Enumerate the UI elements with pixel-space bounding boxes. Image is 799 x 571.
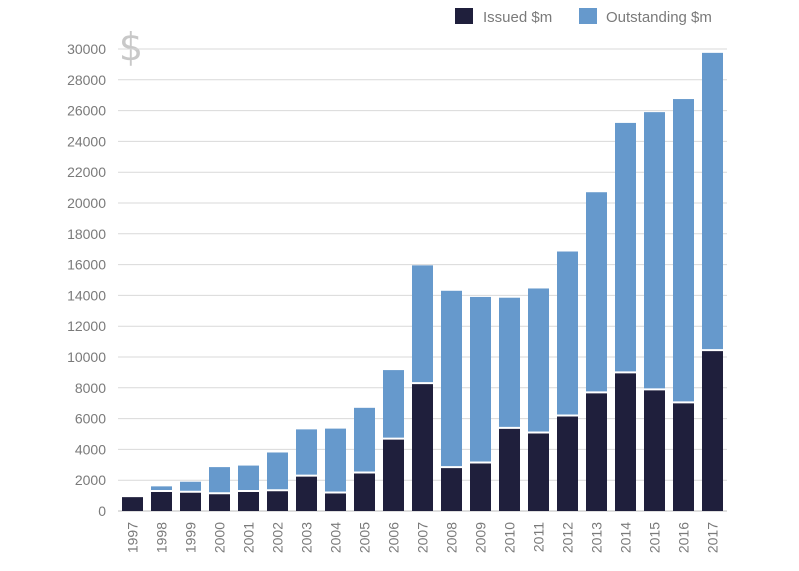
legend-swatch-outstanding [579, 8, 597, 24]
x-tick-label: 2015 [647, 522, 663, 553]
y-tick-label: 30000 [67, 41, 106, 57]
x-tick-label: 2004 [328, 522, 344, 553]
bar-outstanding [557, 251, 578, 416]
bar-issued [499, 427, 520, 511]
x-tick-label: 2001 [241, 522, 257, 553]
x-tick-label: 2017 [705, 522, 721, 553]
bar-issued [586, 392, 607, 511]
bar-outstanding [528, 288, 549, 433]
y-tick-label: 20000 [67, 195, 106, 211]
bar-outstanding [499, 297, 520, 428]
x-tick-label: 2003 [299, 522, 315, 553]
bar-issued [238, 490, 259, 511]
x-tick-label: 2008 [444, 522, 460, 553]
y-tick-label: 14000 [67, 287, 106, 303]
bar-issued [267, 490, 288, 511]
y-tick-label: 8000 [75, 380, 106, 396]
bar-issued [180, 491, 201, 511]
bar-issued [528, 432, 549, 511]
y-tick-label: 26000 [67, 103, 106, 119]
legend-label-issued: Issued $m [483, 9, 552, 26]
x-axis-ticks: 1997 1998 1999 2000 2001 2002 2003 2004 2005 2006… [125, 522, 721, 553]
y-tick-label: 18000 [67, 226, 106, 242]
x-tick-label: 2013 [589, 522, 605, 553]
bar-outstanding [441, 290, 462, 468]
x-tick-label: 2012 [560, 522, 576, 553]
x-tick-label: 2016 [676, 522, 692, 553]
y-tick-label: 22000 [67, 164, 106, 180]
bar-outstanding [238, 465, 259, 491]
bar-issued [383, 438, 404, 511]
bar-issued [209, 493, 230, 511]
bar-issued [441, 467, 462, 511]
y-axis-label: $ [119, 25, 143, 69]
x-tick-label: 1998 [154, 522, 170, 553]
y-tick-label: 4000 [75, 441, 106, 457]
x-tick-label: 2010 [502, 522, 518, 553]
bar-outstanding [412, 265, 433, 384]
bar-issued [122, 497, 143, 511]
bar-issued [325, 492, 346, 511]
bar-issued [412, 383, 433, 511]
x-tick-label: 2014 [618, 522, 634, 553]
legend: Issued $m Outstanding $m [455, 8, 712, 26]
bar-issued [470, 462, 491, 511]
bar-issued [151, 490, 172, 511]
bar-issued [644, 389, 665, 511]
bar-outstanding [586, 192, 607, 393]
bar-issued [557, 415, 578, 511]
x-tick-label: 2011 [531, 522, 547, 552]
y-tick-label: 10000 [67, 349, 106, 365]
bar-issued [354, 472, 375, 511]
bar-outstanding [354, 407, 375, 473]
bar-outstanding [615, 122, 636, 373]
x-tick-label: 2007 [415, 522, 431, 553]
bar-issued [673, 402, 694, 511]
bar-issued [296, 475, 317, 511]
bar-outstanding [702, 52, 723, 351]
bar-outstanding [383, 370, 404, 439]
x-tick-label: 2005 [357, 522, 373, 553]
bar-outstanding [296, 429, 317, 476]
bar-outstanding [470, 296, 491, 463]
x-tick-label: 2002 [270, 522, 286, 553]
bar-outstanding [325, 428, 346, 493]
x-tick-label: 2009 [473, 522, 489, 553]
x-tick-label: 1997 [125, 522, 141, 553]
legend-swatch-issued [455, 8, 473, 24]
bar-outstanding [151, 486, 172, 491]
bar-outstanding [209, 467, 230, 494]
y-tick-label: 2000 [75, 472, 106, 488]
y-tick-label: 6000 [75, 411, 106, 427]
x-tick-label: 1999 [183, 522, 199, 553]
y-axis-ticks: 0 2000 4000 6000 8000 10000 12000 14000 16000 180… [67, 41, 106, 519]
legend-label-outstanding: Outstanding $m [606, 9, 712, 26]
bar-outstanding [673, 99, 694, 403]
y-tick-label: 12000 [67, 318, 106, 334]
bar-issued [615, 372, 636, 511]
bar-outstanding [180, 481, 201, 492]
y-tick-label: 0 [98, 503, 106, 519]
x-tick-label: 2000 [212, 522, 228, 553]
y-tick-label: 28000 [67, 72, 106, 88]
bar-outstanding [644, 112, 665, 390]
bar-outstanding [267, 452, 288, 491]
y-tick-label: 24000 [67, 133, 106, 149]
bar-issued [702, 350, 723, 511]
x-tick-label: 2006 [386, 522, 402, 553]
y-tick-label: 16000 [67, 257, 106, 273]
bars [122, 52, 723, 511]
